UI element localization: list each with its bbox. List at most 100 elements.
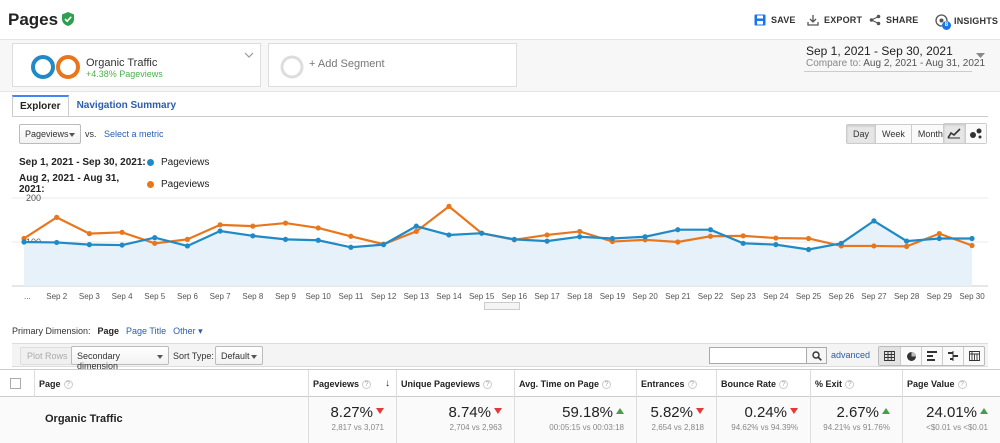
save-button[interactable]: SAVE	[754, 14, 796, 26]
help-icon[interactable]: ?	[483, 380, 493, 389]
dimension-other[interactable]: Other ▾	[173, 326, 203, 336]
tab-divider	[12, 116, 988, 117]
data-point-0	[544, 238, 550, 244]
insights-badge: 8	[942, 21, 951, 30]
chevron-down-icon[interactable]	[244, 52, 254, 58]
pivot-view-button[interactable]	[963, 347, 984, 365]
export-button[interactable]: EXPORT	[807, 14, 862, 26]
data-view-button[interactable]	[879, 347, 900, 365]
x-tick-label: Sep 8	[242, 292, 263, 301]
data-point-0	[707, 227, 714, 233]
x-tick-label: Sep 30	[959, 292, 985, 301]
data-point-0	[675, 227, 681, 233]
column-entrances[interactable]: Entrances?	[636, 370, 716, 398]
save-label: SAVE	[771, 15, 796, 25]
table-search-button[interactable]	[807, 347, 827, 364]
cell-page-value: 24.01% <$0.01 vs <$0.01	[902, 397, 1000, 443]
data-point-1	[184, 236, 191, 242]
column-unique-pageviews[interactable]: Unique Pageviews?	[396, 370, 514, 398]
tab-navigation-summary[interactable]: Navigation Summary	[76, 100, 177, 111]
data-point-0	[642, 234, 648, 240]
add-segment-button[interactable]: + Add Segment	[268, 43, 517, 87]
segment-bar: Organic Traffic +4.38% Pageviews + Add S…	[0, 40, 1000, 92]
data-point-0	[152, 235, 158, 241]
performance-view-button[interactable]	[921, 347, 942, 365]
column-page-value[interactable]: Page Value?	[902, 370, 1000, 398]
x-tick-label: Sep 24	[763, 292, 789, 301]
help-icon[interactable]: ?	[779, 380, 789, 389]
column-pageviews[interactable]: Pageviews? ↓	[308, 370, 396, 398]
chart-resize-handle[interactable]	[484, 302, 520, 310]
data-point-1	[119, 229, 125, 235]
legend-previous-range: Aug 2, 2021 - Aug 31, 2021:	[19, 173, 120, 195]
data-point-1	[282, 220, 289, 226]
advanced-link[interactable]: advanced	[831, 350, 871, 360]
x-tick-label: Sep 12	[371, 292, 397, 301]
data-point-0	[969, 235, 975, 242]
data-point-0	[119, 242, 125, 248]
column-page-value-label: Page Value	[907, 379, 955, 389]
data-point-1	[217, 222, 223, 228]
granularity-day[interactable]: Day	[847, 125, 876, 143]
table-search-input[interactable]	[709, 347, 807, 364]
table-row: Organic Traffic 8.27% 2,817 vs 3,071 8.7…	[0, 397, 1000, 443]
data-point-1	[250, 223, 256, 229]
data-point-0	[86, 242, 92, 248]
help-icon[interactable]: ?	[957, 380, 967, 389]
help-icon[interactable]: ?	[602, 380, 612, 389]
help-icon[interactable]: ?	[362, 380, 372, 389]
comparison-icon	[947, 351, 958, 361]
up-arrow-icon	[616, 408, 624, 414]
dimension-page[interactable]: Page	[97, 326, 120, 336]
dimension-page-title[interactable]: Page Title	[126, 326, 167, 336]
column-page[interactable]: Page?	[34, 370, 308, 398]
column-bounce-rate[interactable]: Bounce Rate?	[716, 370, 810, 398]
x-tick-label: Sep 13	[404, 292, 430, 301]
data-point-0	[773, 242, 779, 248]
share-button[interactable]: SHARE	[869, 14, 919, 26]
help-icon[interactable]: ?	[687, 380, 697, 389]
search-icon	[811, 350, 822, 361]
data-point-1	[54, 214, 60, 220]
granularity-group: Day Week Month	[846, 124, 950, 144]
top-bar: Pages SAVE EXPORT SHARE 8 INSIGHTS	[0, 0, 1000, 40]
cell-pct: 59.18%	[562, 404, 613, 421]
sort-type-select[interactable]: Default	[215, 346, 263, 365]
date-range[interactable]: Sep 1, 2021 - Sep 30, 2021	[806, 44, 953, 58]
x-tick-label: Sep 23	[730, 292, 756, 301]
data-point-0	[577, 234, 583, 240]
help-icon[interactable]: ?	[63, 380, 73, 389]
data-point-1	[348, 233, 354, 239]
granularity-week[interactable]: Week	[875, 125, 911, 143]
tab-explorer[interactable]: Explorer	[12, 95, 69, 117]
cell-compare: 2,704 vs 2,963	[449, 423, 502, 432]
comparison-view-button[interactable]	[942, 347, 963, 365]
data-point-1	[740, 233, 746, 239]
data-point-0	[904, 238, 910, 244]
percentage-view-button[interactable]	[900, 347, 921, 365]
data-point-1	[773, 235, 779, 241]
x-tick-label: ...	[24, 292, 31, 301]
motion-chart-button[interactable]	[965, 124, 986, 143]
data-point-0	[446, 232, 452, 238]
select-all-checkbox[interactable]	[10, 378, 21, 389]
segment-organic-traffic[interactable]: Organic Traffic +4.38% Pageviews	[12, 43, 261, 87]
legend-current: Sep 1, 2021 - Sep 30, 2021: Pageviews	[19, 157, 209, 168]
x-tick-label: Sep 28	[894, 292, 920, 301]
date-dropdown-icon[interactable]	[976, 53, 985, 59]
secondary-dimension-select[interactable]: Secondary dimension	[71, 346, 169, 371]
data-point-0	[21, 239, 27, 245]
up-arrow-icon	[882, 408, 890, 414]
line-chart-button[interactable]	[944, 124, 965, 143]
granularity-month[interactable]: Month	[910, 125, 949, 143]
insights-button[interactable]: 8 INSIGHTS	[935, 14, 998, 30]
metric-select[interactable]: Pageviews	[19, 124, 81, 144]
plot-rows-button[interactable]: Plot Rows	[20, 347, 75, 365]
help-icon[interactable]: ?	[845, 380, 855, 389]
x-tick-label: Sep 29	[927, 292, 953, 301]
select-metric-link[interactable]: Select a metric	[104, 129, 164, 139]
column-avg-time[interactable]: Avg. Time on Page?	[514, 370, 636, 398]
x-tick-label: Sep 22	[698, 292, 724, 301]
cell-pct: 2.67%	[836, 404, 879, 421]
column-exit[interactable]: % Exit?	[810, 370, 902, 398]
